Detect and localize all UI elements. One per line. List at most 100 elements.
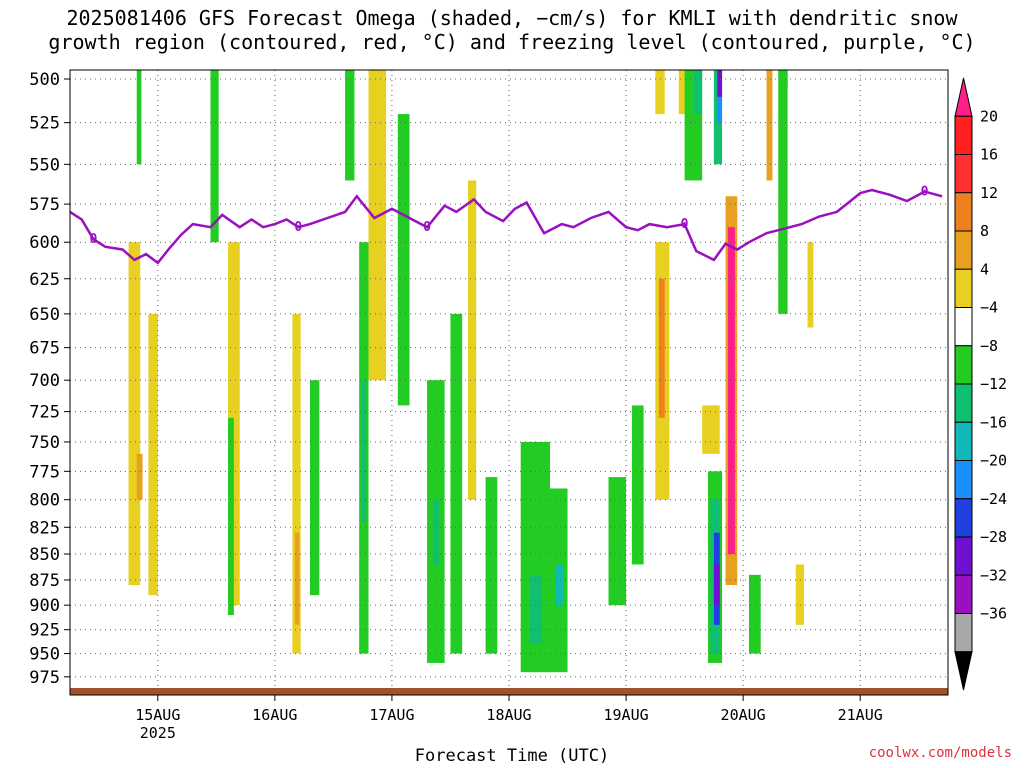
y-tick-label: 650 — [29, 305, 60, 325]
colorbar-label: −32 — [980, 566, 1007, 584]
y-tick-label: 625 — [29, 270, 60, 290]
omega-cell — [397, 114, 410, 406]
title-line-2: growth region (contoured, red, °C) and f… — [48, 30, 976, 54]
colorbar-label: −16 — [980, 413, 1007, 431]
omega-cell — [361, 380, 367, 522]
omega-cell — [485, 477, 498, 654]
x-tick-label: 20AUG — [721, 706, 766, 724]
omega-cell — [766, 70, 773, 181]
omega-cell — [702, 405, 720, 454]
x-tick-label: 16AUG — [252, 706, 297, 724]
omega-cell — [432, 499, 439, 565]
y-tick-label: 950 — [29, 645, 60, 665]
omega-cell — [608, 477, 627, 606]
omega-cell — [655, 70, 665, 115]
omega-cell — [136, 453, 143, 500]
terrain-strip — [70, 688, 948, 695]
y-tick-label: 875 — [29, 571, 60, 591]
colorbar-swatch — [954, 383, 973, 423]
omega-cell — [294, 532, 300, 625]
x-year-label: 2025 — [140, 724, 176, 742]
colorbar-swatch — [954, 307, 973, 347]
chart-title: 2025081406 GFS Forecast Omega (shaded, −… — [0, 6, 1024, 54]
plot-frame — [69, 69, 949, 696]
omega-cell — [555, 564, 563, 606]
omega-cell — [210, 70, 219, 243]
freezing-level-label: 0 — [294, 220, 302, 235]
omega-cell — [693, 70, 703, 115]
y-tick-label: 975 — [29, 668, 60, 688]
omega-cell — [228, 417, 234, 616]
omega-cell — [148, 313, 158, 596]
credit-link[interactable]: coolwx.com/models — [868, 745, 1012, 761]
colorbar-swatch — [954, 421, 973, 461]
title-line-1: 2025081406 GFS Forecast Omega (shaded, −… — [66, 6, 958, 30]
colorbar-label: 8 — [980, 222, 989, 240]
omega-cell — [309, 380, 320, 596]
colorbar-swatch — [954, 115, 973, 155]
colorbar-swatch — [954, 536, 973, 576]
omega-cell — [795, 564, 805, 625]
colorbar: 20 16 12 8 4 −4 −8 −12 −16 −20 −24 −28 −32 −36 — [954, 77, 1007, 691]
x-tick-label: 18AUG — [486, 706, 531, 724]
y-tick-label: 500 — [29, 70, 60, 90]
omega-cell — [345, 70, 355, 181]
freezing-level-label: 0 — [89, 232, 97, 247]
omega-cell — [658, 278, 665, 418]
colorbar-arrow-bottom — [954, 651, 973, 691]
y-tick-label: 825 — [29, 518, 60, 538]
omega-cell — [717, 70, 723, 97]
y-axis-ticks: 500 525 550 575 600 625 650 675 700 725 750 775 800 8… — [29, 70, 70, 688]
omega-cell — [780, 70, 788, 88]
omega-cell — [368, 70, 387, 381]
x-tick-label: 17AUG — [369, 706, 414, 724]
omega-cell — [748, 574, 761, 654]
omega-cell — [530, 574, 542, 645]
omega-cell — [778, 70, 788, 314]
colorbar-label: −24 — [980, 490, 1007, 508]
omega-cell — [292, 313, 301, 654]
colorbar-label: −8 — [980, 337, 998, 355]
colorbar-swatch — [954, 345, 973, 385]
freezing-level-layer: 0 0 0 0 0 — [69, 185, 943, 265]
y-tick-label: 600 — [29, 233, 60, 253]
colorbar-swatch — [954, 460, 973, 500]
y-tick-label: 525 — [29, 114, 60, 134]
colorbar-label: −36 — [980, 605, 1007, 623]
x-tick-label: 19AUG — [603, 706, 648, 724]
colorbar-label: 16 — [980, 146, 998, 164]
y-tick-label: 550 — [29, 155, 60, 175]
colorbar-swatch — [954, 574, 973, 614]
omega-cell — [727, 227, 735, 555]
omega-cell — [468, 180, 477, 500]
y-tick-label: 750 — [29, 433, 60, 453]
omega-cell — [136, 70, 142, 165]
omega-cell — [631, 405, 644, 565]
colorbar-label: 12 — [980, 184, 998, 202]
y-tick-label: 775 — [29, 462, 60, 482]
y-tick-label: 575 — [29, 195, 60, 215]
x-axis-title: Forecast Time (UTC) — [414, 746, 610, 766]
colorbar-swatch — [954, 498, 973, 538]
omega-cell — [128, 242, 141, 586]
colorbar-swatch — [954, 613, 973, 653]
colorbar-label: −4 — [980, 299, 998, 317]
y-tick-label: 900 — [29, 596, 60, 616]
y-tick-label: 800 — [29, 491, 60, 511]
colorbar-swatch — [954, 154, 973, 194]
y-tick-label: 675 — [29, 339, 60, 359]
colorbar-swatch — [954, 268, 973, 308]
colorbar-arrow-top — [954, 77, 973, 117]
y-tick-label: 925 — [29, 621, 60, 641]
freezing-level-line — [69, 188, 943, 265]
colorbar-label: −28 — [980, 528, 1007, 546]
colorbar-label: −12 — [980, 375, 1007, 393]
colorbar-label: 4 — [980, 260, 989, 278]
omega-cell — [713, 564, 720, 606]
freezing-level-label: 0 — [423, 220, 431, 235]
colorbar-swatch — [954, 230, 973, 270]
omega-cell — [450, 313, 463, 654]
omega-cell — [678, 70, 687, 115]
